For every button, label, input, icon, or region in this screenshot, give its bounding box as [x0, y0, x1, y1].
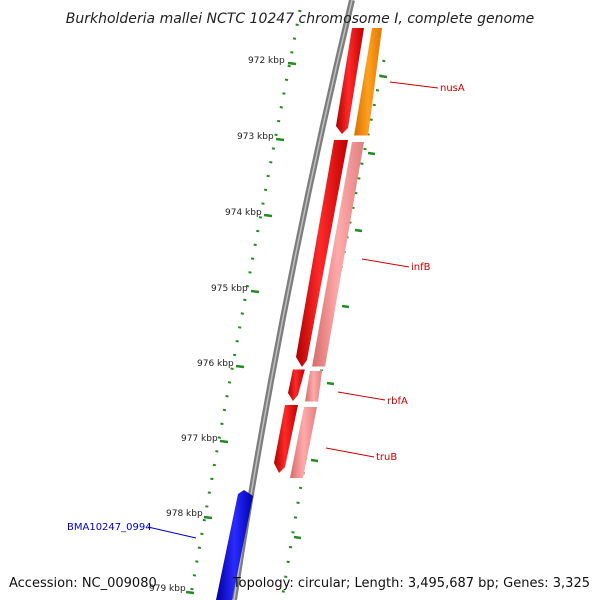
tick-label-977: 977 kbp [181, 434, 218, 444]
gene-label-infB: infB [411, 262, 431, 273]
tick-label-972: 972 kbp [248, 56, 285, 66]
accession-text: Accession: NC_009080 [9, 576, 157, 591]
gene-arrow-pink-1 [312, 142, 364, 367]
gene-arrow-orange [354, 28, 382, 136]
gene-arrow-pink-3 [290, 407, 317, 478]
label-leaders [147, 81, 439, 539]
tick-973 [275, 137, 285, 142]
tick-label-976: 976 kbp [197, 359, 234, 369]
gene-label-truB: truB [376, 452, 397, 463]
tick-label-979: 979 kbp [149, 584, 186, 594]
leader-infB [361, 258, 410, 268]
major-ticks [185, 61, 297, 595]
gene-arrow-red-1 [336, 28, 364, 134]
tick-972 [287, 61, 297, 66]
leader-truB [325, 447, 375, 458]
gene-separators [286, 135, 370, 405]
tick-label-974: 974 kbp [225, 208, 262, 218]
minor-tick-arc-right [280, 59, 386, 600]
topology-text: Topology: circular; Length: 3,495,687 bp… [232, 576, 590, 591]
tick-975 [250, 289, 260, 294]
tick-977 [219, 439, 229, 444]
tick-974 [263, 213, 273, 218]
tick-979 [185, 590, 195, 595]
gene-label-rbfA: rbfA [387, 396, 408, 407]
gene-label-BMA10247_0994: BMA10247_0994 [67, 522, 152, 533]
minor-tick-arc [188, 9, 302, 600]
tick-label-975: 975 kbp [211, 284, 248, 294]
tick-label-978: 978 kbp [166, 509, 203, 519]
gene-arrow-red-2 [296, 140, 348, 367]
leader-rbfA [337, 391, 386, 401]
tick-978 [203, 515, 213, 520]
tick-labels: 972 kbp 973 kbp 974 kbp 975 kbp 976 kbp … [149, 56, 285, 594]
gene-arrow-blue [216, 490, 253, 600]
map-title: Burkholderia mallei NCTC 10247 chromosom… [66, 11, 535, 27]
gene-arrow-red-4 [274, 405, 298, 473]
leader-BMA10247_0994 [147, 526, 197, 539]
leader-nusA [389, 81, 439, 89]
gene-arrow-red-3 [288, 369, 305, 401]
gene-arrow-pink-2 [305, 371, 322, 402]
tick-label-973: 973 kbp [237, 132, 274, 142]
major-ticks-right [293, 74, 388, 540]
tick-976 [235, 364, 245, 369]
gene-label-nusA: nusA [440, 83, 465, 94]
